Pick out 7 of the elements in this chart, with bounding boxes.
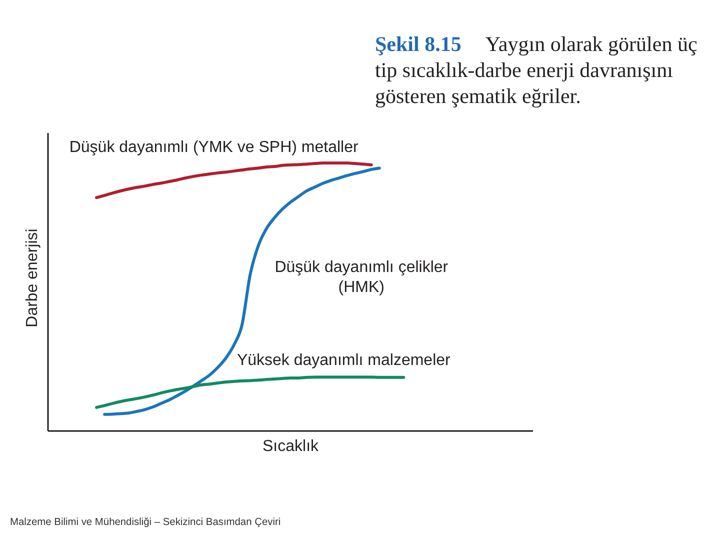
text: Malzeme Bilimi ve Mühendisliği – Sekizinci Basımdan Çeviri <box>10 517 281 528</box>
y-axis-title: Darbe enerjisi <box>24 228 42 328</box>
chart-title: Şekil 8.15 Yaygın olarak görülen üç tip sıcaklık-darbe enerji davranışını gösteren şematik eğriler. <box>375 32 698 108</box>
series-label: Yüksek dayanımlı malzemeler <box>236 352 450 370</box>
series-label: Düşük dayanımlı çelikler (HMK) <box>274 259 448 296</box>
series-label: Düşük dayanımlı (YMK ve SPH) metaller <box>69 138 358 156</box>
x-axis-title: Sıcaklık <box>262 438 319 456</box>
